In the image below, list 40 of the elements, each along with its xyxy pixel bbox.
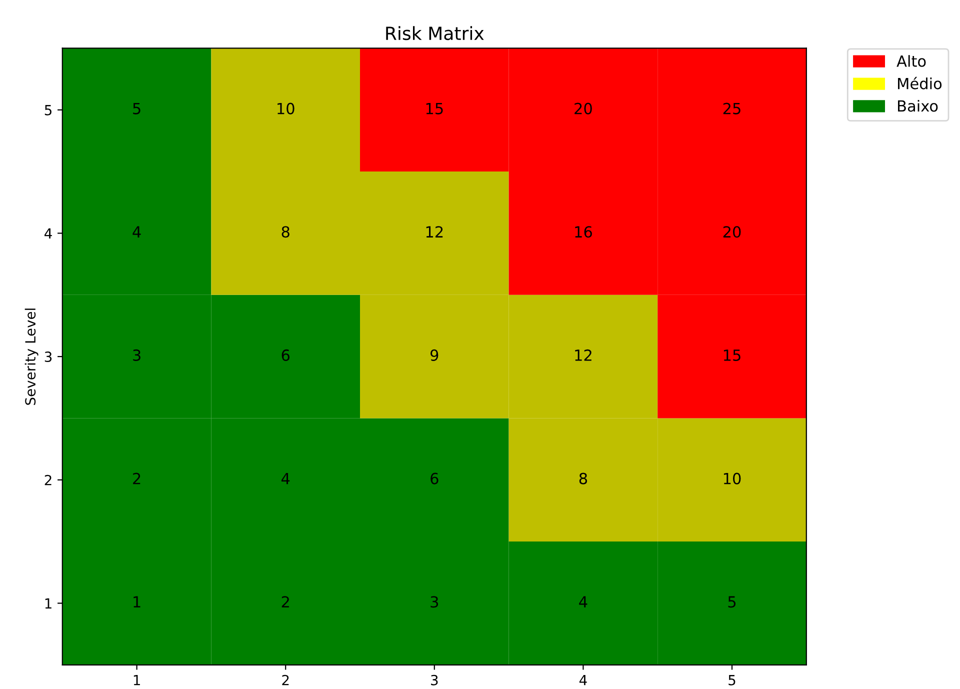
data-label: 9 xyxy=(430,349,438,361)
category-label: Baixo xyxy=(898,100,938,112)
data-label: 6 xyxy=(282,349,290,361)
data-label: 20 xyxy=(723,226,741,238)
data-label: 15 xyxy=(724,350,740,361)
y-tick-label: 4 xyxy=(44,228,52,239)
data-label: 10 xyxy=(278,102,294,114)
y-tick-label: 5 xyxy=(44,105,52,116)
data-label: 25 xyxy=(723,102,740,114)
data-label: 12 xyxy=(575,349,592,361)
data-label: 2 xyxy=(133,472,140,484)
y-tick-label: 1 xyxy=(45,598,52,608)
y-axis-title: Severity Level xyxy=(24,308,38,405)
x-tick-label: 5 xyxy=(728,675,736,686)
data-label: 8 xyxy=(579,472,588,484)
data-label: 20 xyxy=(574,102,592,114)
data-label: 15 xyxy=(426,102,443,114)
data-label: 4 xyxy=(132,226,141,238)
y-tick-label: 2 xyxy=(44,474,52,486)
category-label: Alto xyxy=(896,55,926,67)
x-tick-label: 3 xyxy=(431,674,438,686)
chart-title: Risk Matrix xyxy=(386,26,484,40)
y-tick-label: 3 xyxy=(44,352,52,362)
data-label: 12 xyxy=(426,226,443,238)
data-label: 10 xyxy=(724,472,741,484)
category-label: Médio xyxy=(898,76,942,90)
data-label: 5 xyxy=(728,596,736,608)
data-label: 5 xyxy=(133,102,140,114)
data-label: 8 xyxy=(282,226,290,238)
x-tick-label: 4 xyxy=(579,675,587,686)
data-label: 3 xyxy=(133,349,140,361)
data-label: 1 xyxy=(134,596,140,608)
x-tick-label: 1 xyxy=(134,675,140,686)
data-label: 2 xyxy=(282,596,289,608)
data-label: 3 xyxy=(430,596,438,608)
x-tick-label: 2 xyxy=(282,674,289,686)
data-label: 16 xyxy=(575,226,592,238)
data-label: 4 xyxy=(579,596,588,608)
data-label: 4 xyxy=(281,472,290,484)
data-label: 6 xyxy=(430,472,438,484)
